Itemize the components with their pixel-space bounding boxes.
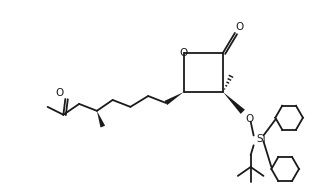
- Polygon shape: [165, 92, 184, 105]
- Text: O: O: [236, 22, 244, 32]
- Text: O: O: [246, 114, 254, 124]
- Text: O: O: [55, 88, 63, 98]
- Text: O: O: [179, 48, 188, 58]
- Polygon shape: [97, 111, 105, 127]
- Text: Si: Si: [256, 134, 266, 144]
- Polygon shape: [223, 92, 245, 114]
